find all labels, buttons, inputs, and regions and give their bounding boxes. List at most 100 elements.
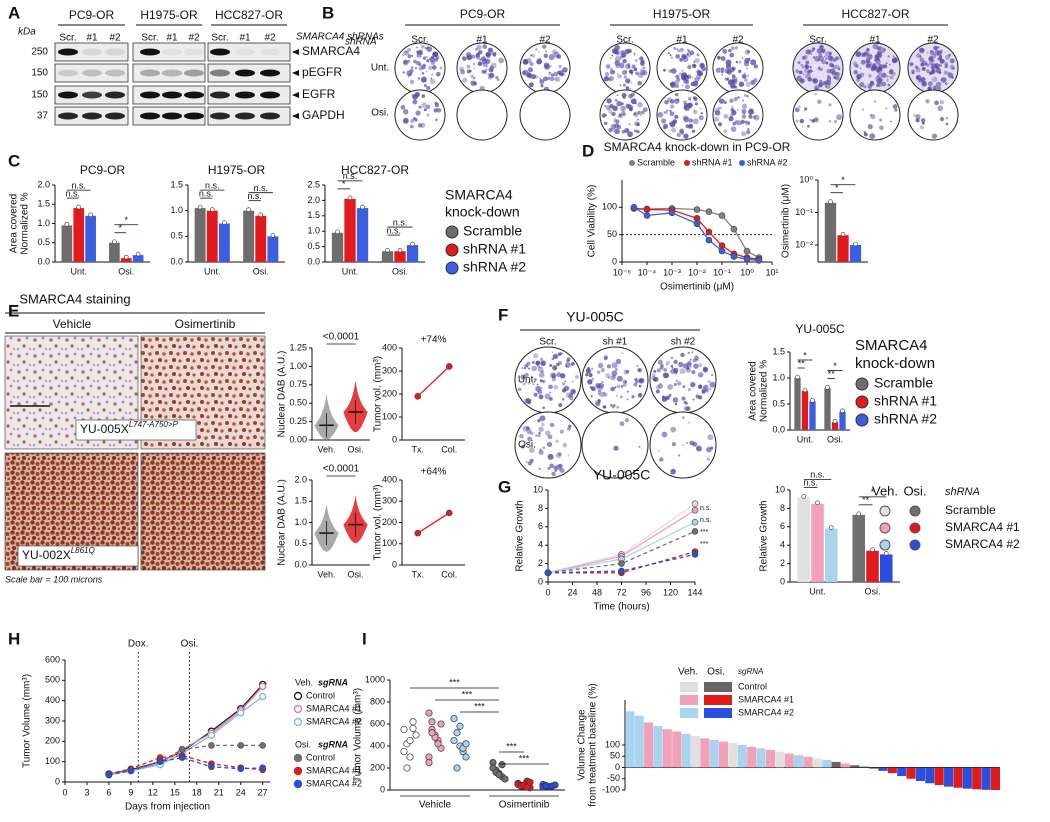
colony bbox=[587, 379, 592, 384]
x-tick-label: 10⁻¹ bbox=[713, 267, 731, 277]
colony bbox=[569, 393, 573, 397]
colony bbox=[663, 69, 666, 72]
colony bbox=[539, 468, 541, 470]
colony bbox=[688, 422, 690, 424]
colony bbox=[682, 70, 684, 72]
colony bbox=[638, 368, 642, 372]
data-point bbox=[136, 252, 140, 256]
colony bbox=[483, 70, 487, 74]
blot-band bbox=[105, 92, 125, 99]
colony bbox=[565, 365, 567, 367]
y-tick-label: 300 bbox=[382, 496, 397, 506]
colony bbox=[797, 61, 800, 64]
bar bbox=[243, 211, 254, 262]
colony bbox=[687, 65, 691, 69]
lane-label: Scr. bbox=[539, 337, 556, 348]
dot bbox=[407, 737, 413, 743]
scale-label: Scale bar = 100 microns bbox=[5, 574, 103, 584]
colony bbox=[678, 362, 683, 367]
dot bbox=[438, 721, 444, 727]
mutation: L861Q bbox=[71, 546, 95, 555]
colony bbox=[531, 366, 537, 372]
panel-label: A bbox=[8, 3, 20, 22]
colony bbox=[604, 76, 609, 81]
bar bbox=[344, 199, 355, 262]
colony bbox=[675, 403, 677, 405]
line-point bbox=[179, 746, 185, 752]
colony bbox=[950, 65, 955, 70]
data-point bbox=[833, 419, 837, 423]
colony bbox=[471, 80, 476, 85]
colony bbox=[550, 423, 554, 427]
legend-label: shRNA #1 bbox=[874, 393, 937, 409]
data-point bbox=[884, 551, 888, 555]
data-point bbox=[112, 240, 116, 244]
colony bbox=[682, 444, 684, 446]
dot bbox=[451, 715, 457, 721]
colony bbox=[435, 119, 438, 122]
colony bbox=[606, 98, 611, 103]
colony bbox=[440, 67, 443, 70]
bar bbox=[813, 759, 822, 768]
line-point bbox=[446, 363, 452, 369]
colony bbox=[549, 54, 555, 60]
colony bbox=[623, 113, 626, 116]
colony bbox=[615, 368, 618, 371]
y-tick-label: 100 bbox=[45, 756, 60, 766]
y-axis-label: Osimertinib (μM) bbox=[781, 184, 792, 258]
lane-label: #2 bbox=[109, 33, 121, 44]
colony bbox=[836, 114, 842, 120]
y-tick-label: 0 bbox=[780, 576, 785, 586]
legend-label: shRNA #2 bbox=[874, 411, 937, 427]
blot-band bbox=[210, 92, 230, 99]
y-tick-label: 100 bbox=[382, 411, 397, 421]
colony bbox=[687, 367, 690, 370]
colony bbox=[932, 77, 937, 82]
colony bbox=[623, 369, 628, 374]
legend-marker bbox=[295, 693, 302, 700]
panel-label: F bbox=[498, 305, 508, 324]
panel-label: E bbox=[8, 301, 19, 320]
data-point bbox=[336, 230, 340, 234]
line-point bbox=[669, 210, 675, 216]
colony bbox=[802, 125, 804, 127]
colony bbox=[607, 364, 611, 368]
bar bbox=[195, 208, 206, 262]
colony bbox=[633, 53, 635, 55]
colony bbox=[529, 82, 534, 87]
bar bbox=[700, 738, 709, 767]
model-name: YU-005X bbox=[80, 422, 129, 436]
blot-band bbox=[58, 70, 78, 77]
colony bbox=[617, 94, 619, 96]
colony bbox=[718, 122, 722, 126]
colony bbox=[419, 63, 422, 66]
colony bbox=[542, 45, 546, 49]
colony bbox=[729, 99, 733, 103]
data-point bbox=[361, 205, 365, 209]
colony bbox=[415, 110, 420, 115]
colony bbox=[724, 78, 727, 81]
colony bbox=[853, 70, 857, 74]
cell-line: PC9-OR bbox=[69, 8, 115, 22]
colony bbox=[909, 62, 913, 66]
colony bbox=[869, 133, 875, 139]
data-point bbox=[398, 248, 402, 252]
bar bbox=[219, 224, 230, 263]
y-tick-label: 200 bbox=[370, 762, 385, 772]
dot bbox=[552, 782, 558, 788]
colony bbox=[529, 459, 533, 463]
dot bbox=[463, 754, 469, 760]
colony bbox=[833, 76, 836, 79]
x-tick-label: 120 bbox=[663, 587, 678, 597]
colony bbox=[528, 67, 533, 72]
bar bbox=[982, 768, 991, 790]
y-tick-label: 0.00 bbox=[289, 434, 307, 444]
colony bbox=[945, 117, 948, 120]
colony bbox=[466, 52, 472, 58]
colony bbox=[693, 359, 697, 363]
colony bbox=[542, 406, 545, 409]
colony bbox=[562, 67, 568, 73]
line-point bbox=[694, 207, 700, 213]
colony bbox=[937, 58, 940, 61]
data-point bbox=[802, 494, 806, 498]
